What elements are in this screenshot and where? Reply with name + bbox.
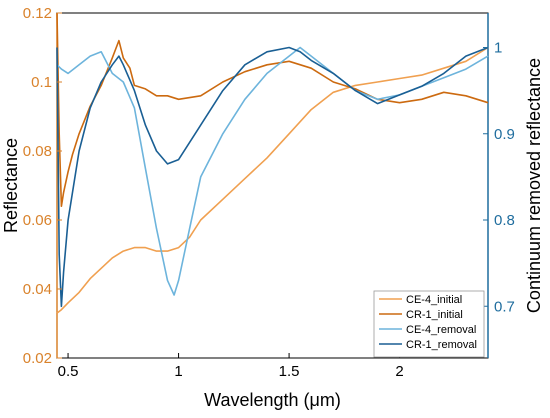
right-y-tick-label: 0.8 (494, 212, 515, 229)
right-y-tick-label: 1 (494, 40, 502, 57)
right-y-tick-label: 0.7 (494, 298, 515, 315)
x-tick-label: 1.5 (279, 363, 300, 380)
left-y-tick-label: 0.04 (23, 281, 52, 298)
left-y-tick-label: 0.02 (23, 350, 52, 367)
left-y-tick-label: 0.12 (23, 5, 52, 22)
right-y-axis-label: Continuum removed reflectance (524, 58, 544, 313)
legend: CE-4_initial CR-1_initial CE-4_removal CR-1… (373, 290, 485, 358)
legend-label: CE-4_initial (406, 294, 462, 306)
series-line-ce-4-removal (56, 46, 489, 296)
left-y-tick-label: 0.1 (31, 74, 52, 91)
legend-label: CR-1_initial (406, 309, 463, 321)
series-line-cr-1-removal (56, 46, 489, 308)
legend-label: CR-1_removal (406, 339, 477, 351)
series-line-cr-1-initial (56, 12, 489, 207)
ticks-layer: 0.5 1 1.5 2 0.02 0.04 0.06 0.08 0.1 0.12 0.7 0.8 0.9… (23, 5, 515, 380)
x-axis-label: Wavelength (μm) (204, 390, 341, 410)
x-tick-label: 1 (174, 363, 182, 380)
right-y-tick-label: 0.9 (494, 126, 515, 143)
legend-label: CE-4_removal (406, 324, 476, 336)
left-y-tick-label: 0.08 (23, 143, 52, 160)
left-y-axis-label: Reflectance (1, 138, 21, 233)
series-line-ce-4-initial (56, 46, 489, 314)
x-tick-label: 2 (395, 363, 403, 380)
x-tick-label: 0.5 (58, 363, 79, 380)
left-y-tick-label: 0.06 (23, 212, 52, 229)
legend-box (373, 290, 485, 358)
series-layer (56, 12, 489, 314)
